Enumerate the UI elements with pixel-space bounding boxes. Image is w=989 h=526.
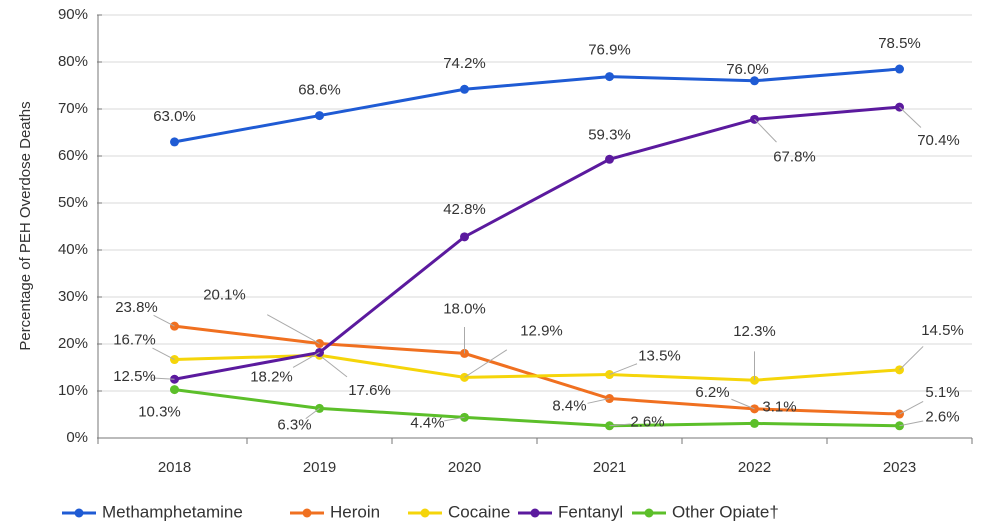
data-point: [895, 64, 904, 74]
data-label: 8.4%: [552, 397, 586, 414]
data-label: 59.3%: [588, 126, 631, 143]
legend-marker: [644, 508, 654, 518]
data-label: 12.5%: [113, 368, 156, 385]
data-label: 13.5%: [638, 348, 681, 365]
leader-line: [609, 423, 631, 427]
data-label: 68.6%: [298, 82, 341, 99]
y-tick-label: 90%: [58, 6, 88, 23]
data-label: 18.2%: [250, 368, 293, 385]
legend-marker: [74, 508, 84, 518]
leader-line: [464, 349, 508, 378]
leader-line: [292, 352, 320, 368]
data-label: 74.2%: [443, 55, 486, 72]
data-point: [170, 385, 179, 395]
series-line: [174, 105, 900, 381]
data-label: 23.8%: [115, 299, 158, 316]
data-label: 70.4%: [917, 132, 960, 149]
data-label: 6.2%: [695, 384, 729, 401]
y-tick-label: 80%: [58, 53, 88, 70]
leader-line: [899, 400, 924, 415]
data-label: 78.5%: [878, 35, 921, 52]
y-tick-label: 20%: [58, 335, 88, 352]
leader-line: [899, 106, 922, 128]
legend-label: Methamphetamine: [102, 502, 243, 521]
data-label: 5.1%: [925, 384, 959, 401]
data-label: 76.0%: [726, 61, 769, 78]
legend-label: Fentanyl: [558, 502, 623, 521]
data-label: 17.6%: [348, 382, 391, 399]
data-label: 6.3%: [277, 416, 311, 433]
data-label: 2.6%: [925, 409, 959, 426]
leader-line: [899, 346, 924, 371]
x-tick-label: 2022: [738, 459, 771, 476]
data-label: 42.8%: [443, 201, 486, 218]
legend-label: Other Opiate†: [672, 502, 779, 521]
data-label: 2.6%: [630, 414, 664, 431]
leader-line: [587, 398, 610, 404]
series-line: [174, 388, 900, 428]
y-tick-label: 60%: [58, 147, 88, 164]
data-point: [460, 232, 469, 242]
x-tick-label: 2018: [158, 459, 191, 476]
series-line: [174, 67, 900, 144]
leader-line: [319, 354, 348, 378]
data-label: 10.3%: [138, 404, 181, 421]
data-point: [605, 154, 614, 164]
y-tick-label: 30%: [58, 288, 88, 305]
x-tick-label: 2019: [303, 459, 336, 476]
x-tick-label: 2023: [883, 459, 916, 476]
leader-line: [444, 416, 465, 422]
x-tick-label: 2020: [448, 459, 481, 476]
leader-line: [153, 314, 175, 327]
leader-line: [731, 398, 755, 410]
y-tick-label: 10%: [58, 382, 88, 399]
y-tick-label: 0%: [66, 429, 88, 446]
data-label: 76.9%: [588, 42, 631, 59]
y-tick-label: 50%: [58, 194, 88, 211]
y-tick-label: 70%: [58, 100, 88, 117]
legend-marker: [302, 508, 312, 518]
leader-line: [305, 407, 320, 419]
data-label: 3.1%: [762, 398, 796, 415]
data-label: 12.3%: [733, 323, 776, 340]
y-tick-label: 40%: [58, 241, 88, 258]
leader-line: [754, 118, 777, 143]
data-label: 67.8%: [773, 148, 816, 165]
data-label: 16.7%: [113, 331, 156, 348]
data-label: 20.1%: [203, 286, 246, 303]
data-label: 63.0%: [153, 108, 196, 125]
leader-line: [267, 314, 320, 344]
leader-line: [152, 377, 175, 380]
legend-marker: [530, 508, 540, 518]
data-label: 4.4%: [410, 414, 444, 431]
data-point: [750, 418, 759, 428]
data-point: [605, 72, 614, 82]
y-axis-label: Percentage of PEH Overdose Deaths: [17, 101, 34, 350]
data-label: 18.0%: [443, 300, 486, 317]
legend-label: Heroin: [330, 502, 380, 521]
x-tick-label: 2021: [593, 459, 626, 476]
legend-label: Cocaine: [448, 502, 510, 521]
data-point: [170, 137, 179, 147]
leader-line: [899, 420, 924, 427]
leader-line: [609, 363, 638, 376]
data-point: [460, 84, 469, 94]
data-point: [315, 111, 324, 121]
data-label: 12.9%: [520, 322, 563, 339]
legend-marker: [420, 508, 430, 518]
data-point: [750, 76, 759, 86]
leader-line: [152, 347, 175, 360]
data-label: 14.5%: [921, 322, 964, 339]
